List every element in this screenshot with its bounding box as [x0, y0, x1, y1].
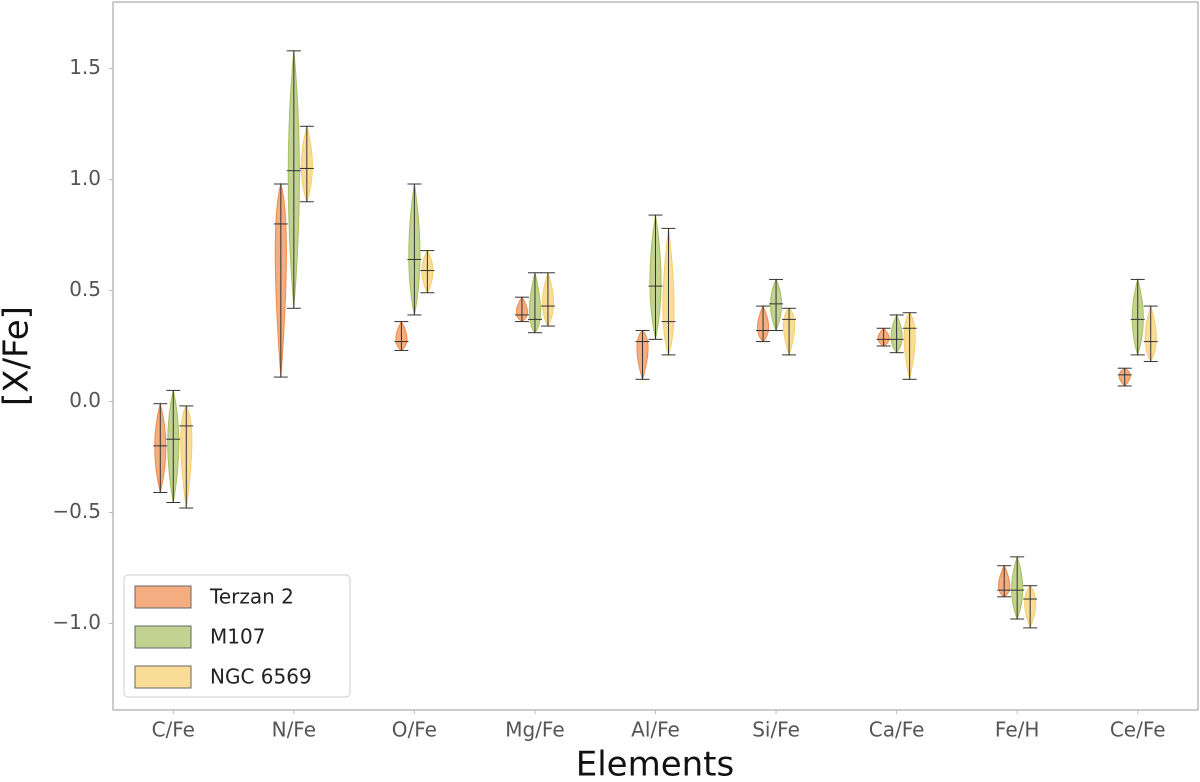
x-tick-label: N/Fe [272, 718, 316, 742]
legend-label: M107 [210, 625, 265, 649]
y-tick-label: 1.5 [69, 55, 101, 79]
legend-label: NGC 6569 [210, 665, 312, 689]
x-tick-label: Ca/Fe [869, 718, 925, 742]
x-tick-label: Fe/H [995, 718, 1040, 742]
x-axis-label: Elements [576, 745, 734, 782]
legend-swatch [134, 665, 192, 689]
legend-swatch [134, 585, 192, 609]
x-tick-label: Mg/Fe [505, 718, 564, 742]
x-tick-label: C/Fe [152, 718, 195, 742]
y-tick-label: −1.0 [52, 610, 101, 634]
y-tick-label: 0.5 [69, 277, 101, 301]
x-tick-label: Al/Fe [631, 718, 680, 742]
legend-label: Terzan 2 [209, 585, 294, 609]
x-tick-label: Ce/Fe [1110, 718, 1166, 742]
x-tick-label: O/Fe [392, 718, 437, 742]
y-tick-label: 1.0 [69, 166, 101, 190]
y-tick-label: −0.5 [52, 499, 101, 523]
y-axis-label: [X/Fe] [0, 306, 37, 406]
legend-swatch [134, 625, 192, 649]
y-tick-label: 0.0 [69, 388, 101, 412]
x-tick-label: Si/Fe [752, 718, 800, 742]
